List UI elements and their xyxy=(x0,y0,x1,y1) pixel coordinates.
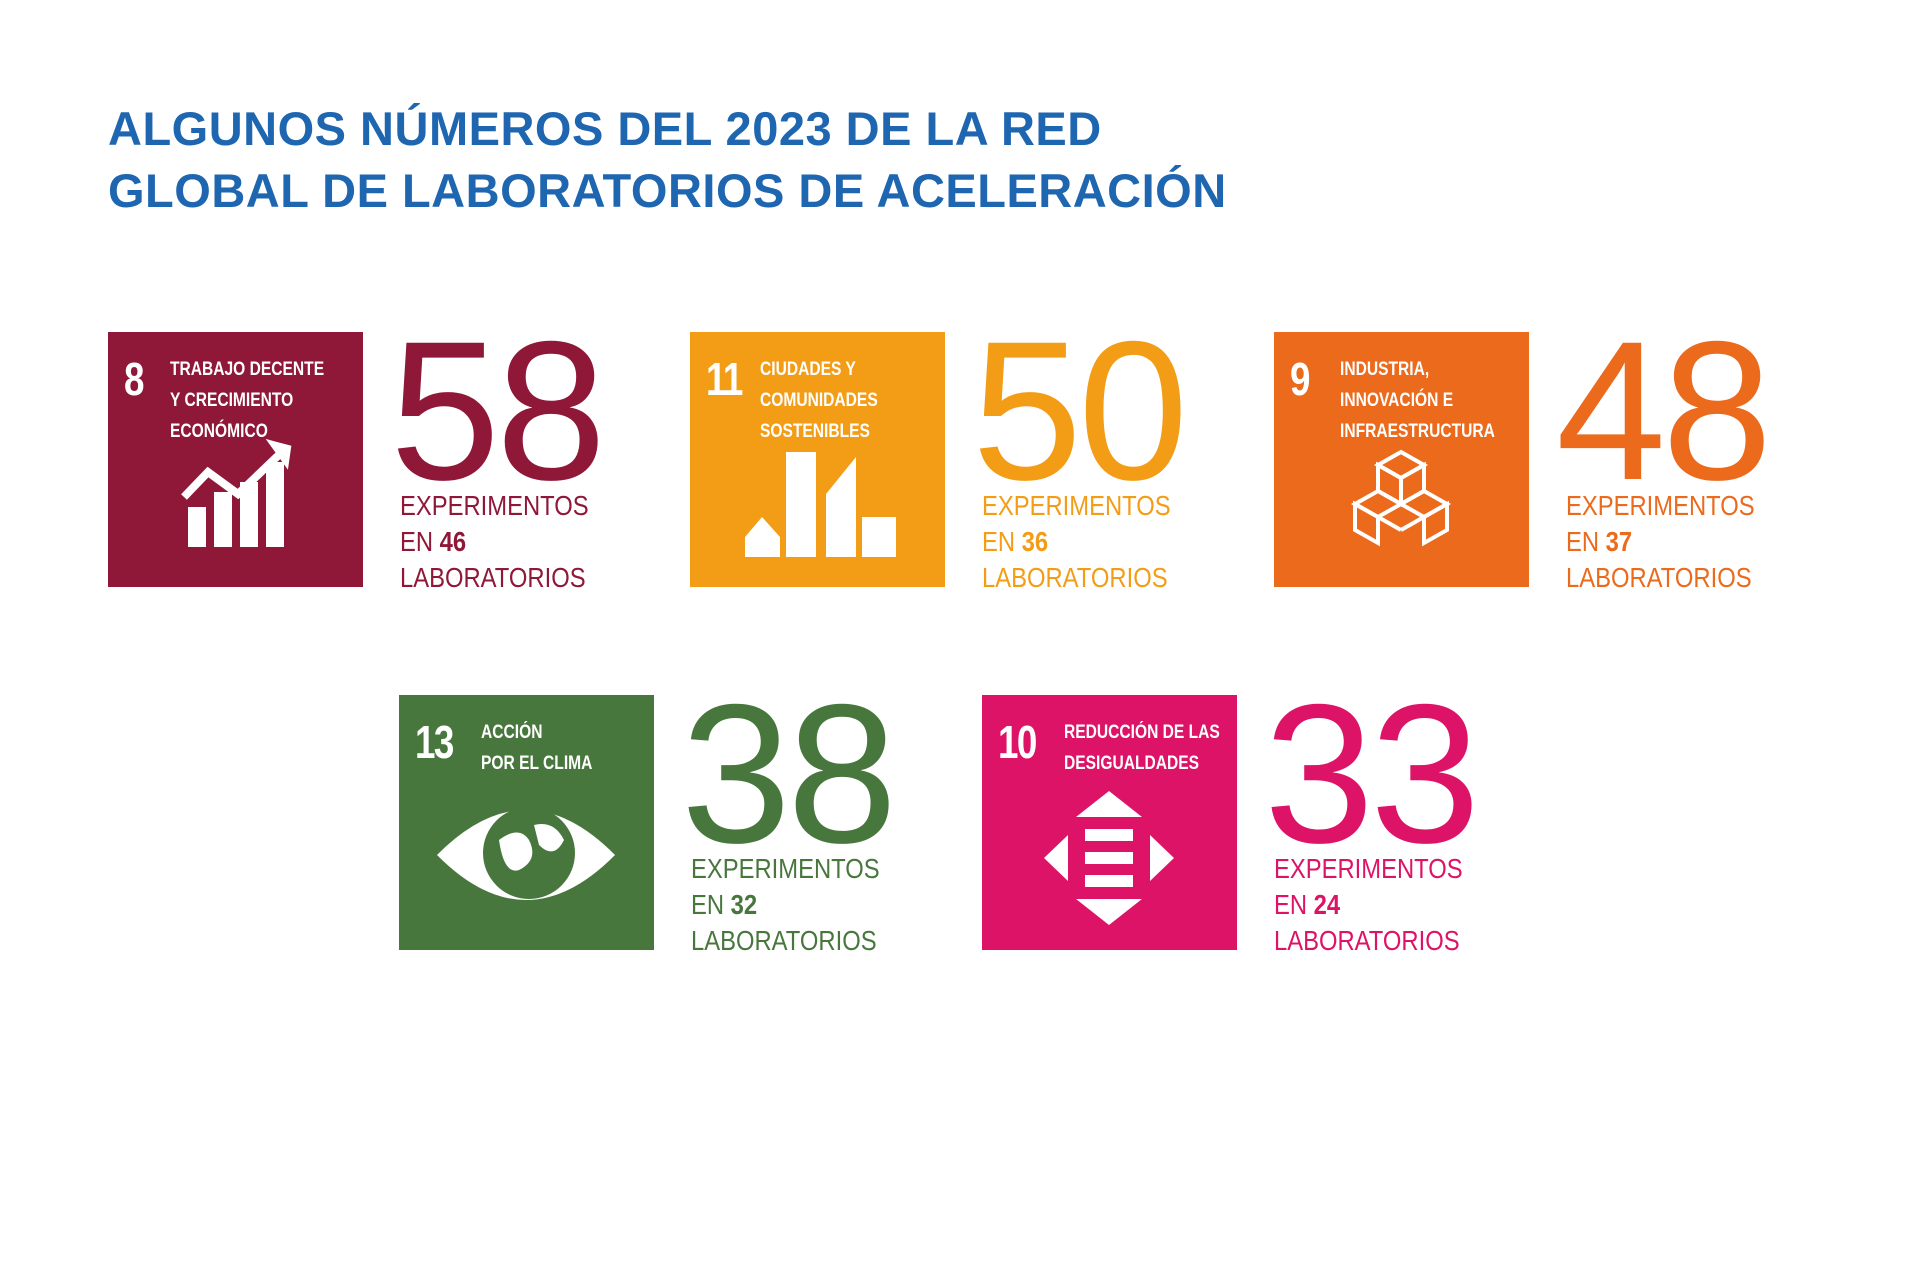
caption: EXPERIMENTOS EN 24 LABORATORIOS xyxy=(1274,851,1463,959)
goal-name: INDUSTRIA, INNOVACIÓN E INFRAESTRUCTURA xyxy=(1340,354,1495,447)
title-line: GLOBAL DE LABORATORIOS DE ACELERACIÓN xyxy=(108,164,1227,217)
goal-number: 11 xyxy=(706,353,743,405)
caption-en: EN xyxy=(691,889,725,920)
goal-number: 13 xyxy=(415,716,454,768)
lab-count: 24 xyxy=(1313,889,1341,920)
goal-name-line: Y CRECIMIENTO xyxy=(170,390,294,411)
lab-count: 36 xyxy=(1021,526,1049,557)
caption: EXPERIMENTOS EN 36 LABORATORIOS xyxy=(982,488,1171,596)
goal-name-line: INFRAESTRUCTURA xyxy=(1340,421,1495,442)
caption: EXPERIMENTOS EN 32 LABORATORIOS xyxy=(691,851,880,959)
caption-line: EN 32 xyxy=(691,887,880,923)
goal-name: CIUDADES Y COMUNIDADES SOSTENIBLES xyxy=(760,354,878,447)
caption-en: EN xyxy=(1566,526,1600,557)
lab-count: 37 xyxy=(1605,526,1633,557)
goal-icon xyxy=(1350,449,1452,547)
caption-line: EXPERIMENTOS xyxy=(400,490,589,521)
big-number: 50 xyxy=(972,300,1188,521)
caption-line: EN 46 xyxy=(400,524,589,560)
big-number: 33 xyxy=(1264,663,1480,884)
goal-name: TRABAJO DECENTE Y CRECIMIENTO ECONÓMICO xyxy=(170,354,324,447)
goal-name-line: ECONÓMICO xyxy=(170,421,268,442)
goal-name-line: TRABAJO DECENTE xyxy=(170,359,325,380)
goal-icon xyxy=(1044,791,1174,925)
caption: EXPERIMENTOS EN 46 LABORATORIOS xyxy=(400,488,589,596)
caption-line: LABORATORIOS xyxy=(400,562,586,593)
caption-en: EN xyxy=(982,526,1016,557)
goal-tile: 13 ACCIÓN POR EL CLIMA xyxy=(399,695,654,950)
goal-icon xyxy=(437,807,615,900)
goal-tile: 8 TRABAJO DECENTE Y CRECIMIENTO ECONÓMICO xyxy=(108,332,363,587)
title-line: ALGUNOS NÚMEROS DEL 2023 DE LA RED xyxy=(108,102,1102,155)
caption-line: EXPERIMENTOS xyxy=(1566,490,1755,521)
goal-name-line: DESIGUALDADES xyxy=(1064,753,1200,774)
goal-name-line: COMUNIDADES xyxy=(760,390,878,411)
caption-line: EXPERIMENTOS xyxy=(1274,853,1463,884)
goal-tile: 11 CIUDADES Y COMUNIDADES SOSTENIBLES xyxy=(690,332,945,587)
caption-line: EN 24 xyxy=(1274,887,1463,923)
lab-count: 32 xyxy=(730,889,758,920)
big-number: 38 xyxy=(681,663,897,884)
goal-name: REDUCCIÓN DE LAS DESIGUALDADES xyxy=(1064,717,1220,779)
big-number: 58 xyxy=(390,300,606,521)
goal-name-line: REDUCCIÓN DE LAS xyxy=(1064,722,1220,743)
big-number: 48 xyxy=(1556,300,1772,521)
caption-en: EN xyxy=(400,526,434,557)
caption-line: EXPERIMENTOS xyxy=(691,853,880,884)
caption-en: EN xyxy=(1274,889,1308,920)
caption-line: LABORATORIOS xyxy=(1274,925,1460,956)
goal-tile: 10 REDUCCIÓN DE LAS DESIGUALDADES xyxy=(982,695,1237,950)
caption-line: EN 36 xyxy=(982,524,1171,560)
goal-name-line: INNOVACIÓN E xyxy=(1340,390,1454,411)
caption-line: EN 37 xyxy=(1566,524,1755,560)
goal-name-line: CIUDADES Y xyxy=(760,359,856,380)
goal-name-line: INDUSTRIA, xyxy=(1340,359,1430,380)
caption-line: LABORATORIOS xyxy=(982,562,1168,593)
title: ALGUNOS NÚMEROS DEL 2023 DE LA RED GLOBA… xyxy=(108,98,1227,222)
goal-name: ACCIÓN POR EL CLIMA xyxy=(481,717,592,779)
lab-count: 46 xyxy=(439,526,467,557)
goal-number: 10 xyxy=(998,716,1037,768)
goal-number: 8 xyxy=(124,353,144,405)
caption: EXPERIMENTOS EN 37 LABORATORIOS xyxy=(1566,488,1755,596)
goal-name-line: SOSTENIBLES xyxy=(760,421,870,442)
goal-tile: 9 INDUSTRIA, INNOVACIÓN E INFRAESTRUCTURA xyxy=(1274,332,1529,587)
goal-icon xyxy=(745,452,896,557)
goal-number: 9 xyxy=(1290,353,1310,405)
caption-line: EXPERIMENTOS xyxy=(982,490,1171,521)
goal-icon xyxy=(181,438,292,547)
caption-line: LABORATORIOS xyxy=(1566,562,1752,593)
goal-name-line: POR EL CLIMA xyxy=(481,753,593,774)
caption-line: LABORATORIOS xyxy=(691,925,877,956)
goal-name-line: ACCIÓN xyxy=(481,722,543,743)
